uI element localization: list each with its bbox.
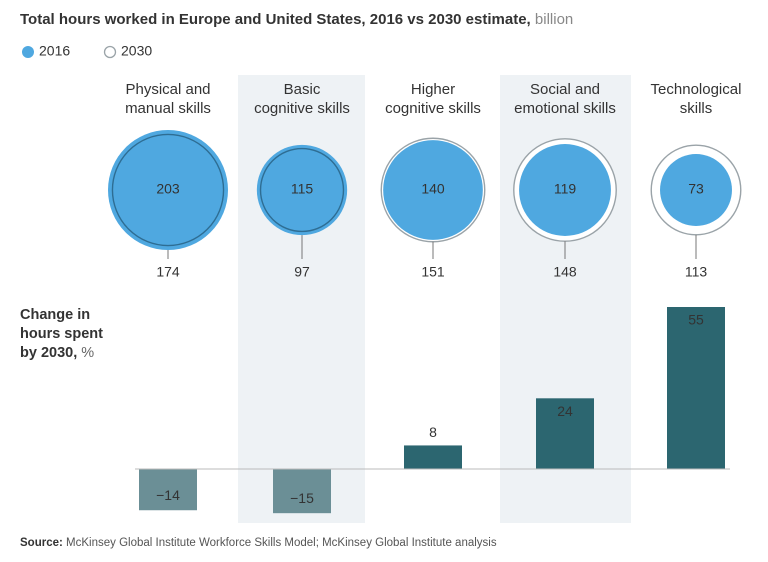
legend-marker — [103, 45, 117, 59]
bar — [273, 469, 331, 514]
value-label-2016: 73 — [688, 181, 704, 197]
value-label-2016: 119 — [554, 181, 577, 197]
category-label: emotional skills — [514, 100, 616, 117]
value-label-2016: 115 — [291, 181, 314, 197]
chart-title: Total hours worked in Europe and United … — [20, 11, 573, 28]
category-label: Technological — [651, 81, 742, 98]
title-main: Total hours worked in Europe and United … — [20, 11, 531, 28]
bar — [404, 445, 462, 469]
source: Source: McKinsey Global Institute Workfo… — [20, 537, 497, 549]
category-label: Higher — [411, 81, 455, 98]
value-label-2030: 148 — [553, 264, 577, 280]
bubble-2016 — [256, 144, 348, 236]
value-label-2016: 203 — [156, 181, 180, 197]
bar — [536, 398, 594, 469]
bubble-2016 — [519, 144, 611, 236]
bubble-2016 — [108, 130, 228, 250]
legend-label: 2016 — [39, 43, 70, 59]
bubble-2030 — [111, 133, 225, 247]
title-unit: billion — [535, 11, 573, 28]
value-label-2016: 140 — [421, 181, 445, 197]
legend: 2016 2030 — [22, 43, 152, 59]
legend-marker — [22, 46, 34, 58]
category-label: skills — [680, 100, 713, 117]
category-label: Physical and — [125, 81, 210, 98]
value-label-2030: 174 — [156, 264, 180, 280]
bar-title-unit: % — [81, 345, 94, 361]
source-label: Source: — [20, 537, 63, 549]
bar-value-label: 8 — [429, 424, 437, 440]
bar-title-line: Change in — [20, 307, 90, 323]
category-label: cognitive skills — [385, 100, 481, 117]
bubble-2016 — [383, 140, 483, 240]
source-text: McKinsey Global Institute Workforce Skil… — [66, 537, 497, 549]
bar — [139, 469, 197, 511]
value-label-2030: 97 — [294, 264, 310, 280]
bar-value-label: 55 — [688, 312, 704, 328]
bar-value-label: −14 — [156, 487, 180, 503]
bar-value-label: 24 — [557, 403, 573, 419]
bubble-2030 — [259, 147, 345, 233]
bar-title-line: by 2030, — [20, 345, 77, 361]
category-label: Basic — [284, 81, 321, 98]
category-label: manual skills — [125, 100, 211, 117]
category-label: cognitive skills — [254, 100, 350, 117]
column-shade — [238, 75, 365, 523]
bar-value-label: −15 — [290, 490, 314, 506]
bar-title-line: hours spent — [20, 326, 103, 342]
category-label: Social and — [530, 81, 600, 98]
value-label-2030: 151 — [421, 264, 445, 280]
value-label-2030: 113 — [685, 264, 708, 280]
bar-title: Change in hours spent by 2030, % — [20, 307, 103, 361]
legend-label: 2030 — [121, 43, 152, 59]
bar — [667, 307, 725, 469]
bubble-2016 — [660, 154, 732, 226]
